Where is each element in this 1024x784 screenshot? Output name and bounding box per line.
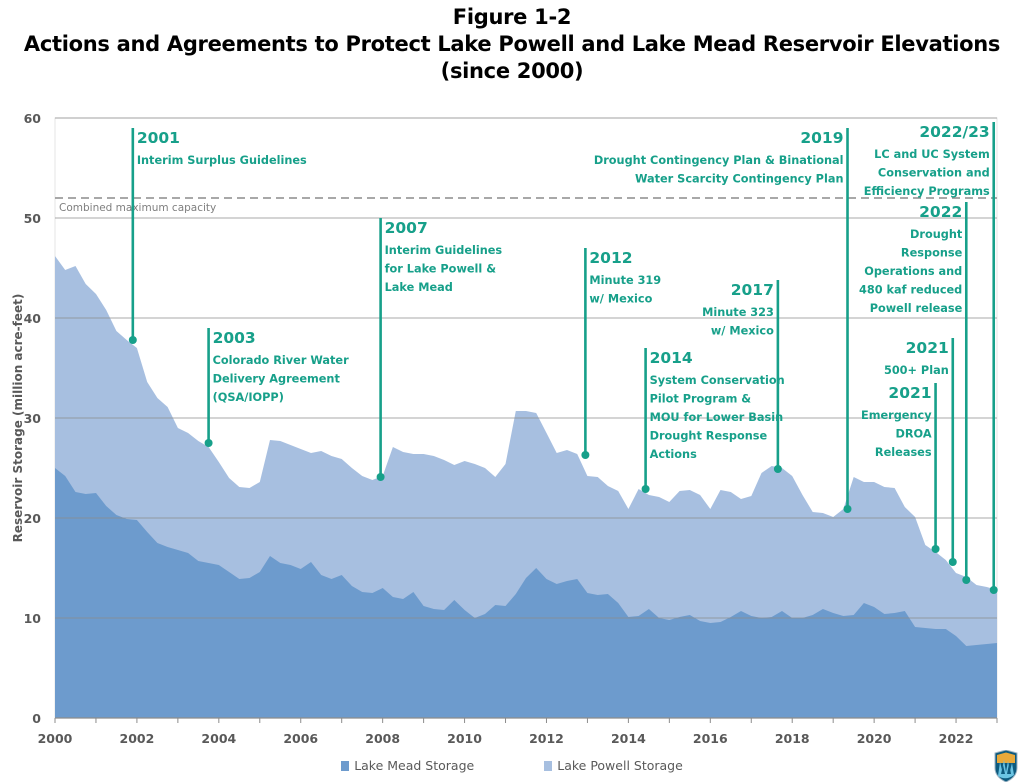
annotation-year: 2012 [589,249,632,267]
annotation-marker [931,545,940,553]
y-tick-label-20: 20 [24,511,42,526]
legend: Lake Mead Storage Lake Powell Storage [0,758,1024,773]
annotation-year: 2021 [888,384,931,402]
chart-title: Actions and Agreements to Protect Lake P… [23,32,1001,56]
x-tick-label-2022: 2022 [939,731,974,746]
x-tick-label-2008: 2008 [365,731,400,746]
y-tick-label-30: 30 [24,411,42,426]
annotation-marker [128,336,137,344]
annotation-text-line: Water Scarcity Contingency Plan [635,173,844,186]
annotation-text-line: Delivery Agreement [213,373,341,386]
annotation-2003-1: 2003 Colorado River Water Delivery Agreeme… [204,328,350,447]
annotation-2017-5: 2017 Minute 323 w/ Mexico [702,280,782,473]
legend-item-lake-powell: Lake Powell Storage [544,758,683,773]
annotation-text-line: w/ Mexico [589,293,652,306]
annotation-year: 2017 [731,281,774,299]
area-lake-mead-storage [55,468,997,718]
x-tick-label-2010: 2010 [447,731,482,746]
annotation-marker [962,576,971,584]
annotation-2001-0: 2001 Interim Surplus Guidelines [128,128,307,344]
annotation-text-line: Releases [875,446,932,459]
annotation-text-line: Conservation and [878,167,990,180]
y-axis-label: Reservoir Storage (million acre-feet) [11,294,25,543]
annotation-text-line: Lake Mead [385,281,453,294]
annotation-text-line: DROA [895,428,931,441]
annotation-text-line: Minute 323 [702,306,774,319]
combined-maximum-capacity-label: Combined maximum capacity [59,202,216,214]
x-tick-label-2016: 2016 [693,731,728,746]
y-tick-label-0: 0 [32,711,41,726]
annotation-text-line: Drought [910,228,963,241]
legend-swatch-lake-powell [544,760,553,771]
annotation-2019-6: 2019 Drought Contingency Plan & Binationa… [594,128,852,513]
legend-swatch-lake-mead [341,760,350,771]
annotation-text-line: Colorado River Water [213,354,350,367]
x-tick-label-2000: 2000 [38,731,73,746]
chart-subtitle: (since 2000) [440,59,584,83]
annotation-text-line: System Conservation [650,374,785,387]
annotation-text-line: (QSA/IOPP) [213,391,284,404]
x-tick-label-2020: 2020 [857,731,892,746]
y-tick-label-50: 50 [24,211,42,226]
y-tick-label-60: 60 [24,111,42,126]
annotation-2022-9: 2022 Drought Response Operations and 480 kaf… [859,202,971,584]
annotation-text-line: Drought Response [650,430,768,443]
annotation-year: 2014 [650,349,693,367]
annotation-text-line: Minute 319 [589,274,661,287]
annotation-2007-2: 2007 Interim Guidelines for Lake Powell & L… [376,218,503,481]
annotation-text-line: for Lake Powell & [385,263,497,276]
annotation-2022-23-10: 2022/23 LC and UC System Conservation and E… [864,122,998,594]
legend-label-lake-powell: Lake Powell Storage [557,758,683,773]
annotation-marker [948,558,957,566]
annotation-text-line: Actions [650,448,698,461]
x-tick-label-2006: 2006 [283,731,318,746]
annotation-marker [204,439,213,447]
annotation-year: 2019 [800,129,843,147]
annotation-text-line: Drought Contingency Plan & Binational [594,154,844,167]
annotation-text-line: Emergency [861,409,932,422]
annotation-year: 2007 [385,219,428,237]
annotation-marker [376,473,385,481]
annotation-2014-4: 2014 System Conservation Pilot Program & MO… [641,348,785,493]
annotation-year: 2021 [906,339,949,357]
annotation-marker [641,485,650,493]
annotation-2021-7: 2021 Emergency DROA Releases [861,383,940,553]
annotation-text-line: 500+ Plan [884,364,949,377]
x-tick-label-2012: 2012 [529,731,564,746]
annotation-text-line: Efficiency Programs [864,185,990,198]
annotation-text-line: 480 kaf reduced [859,284,962,297]
annotation-2012-3: 2012 Minute 319 w/ Mexico [581,248,661,459]
annotation-text-line: Operations and [864,265,962,278]
annotation-text-line: MOU for Lower Basin [650,411,784,424]
figure-number: Figure 1-2 [452,5,572,29]
annotation-text-line: LC and UC System [874,148,990,161]
annotation-marker [989,586,998,594]
x-tick-label-2018: 2018 [775,731,810,746]
annotation-marker [843,505,852,513]
annotation-year: 2001 [137,129,180,147]
x-tick-label-2002: 2002 [120,731,155,746]
annotation-text-line: Interim Surplus Guidelines [137,154,307,167]
annotation-year: 2022 [919,203,962,221]
bureau-of-reclamation-shield-icon [994,750,1018,782]
annotation-marker [581,451,590,459]
legend-item-lake-mead: Lake Mead Storage [341,758,474,773]
legend-label-lake-mead: Lake Mead Storage [354,758,475,773]
annotation-text-line: Response [901,247,963,260]
annotation-text-line: Powell release [870,302,963,315]
annotation-text-line: w/ Mexico [711,325,774,338]
annotation-year: 2022/23 [919,123,989,141]
x-tick-label-2014: 2014 [611,731,646,746]
annotation-text-line: Pilot Program & [650,393,752,406]
annotation-marker [773,465,782,473]
annotation-text-line: Interim Guidelines [385,244,503,257]
annotation-year: 2003 [213,329,256,347]
y-tick-label-40: 40 [24,311,42,326]
x-tick-label-2004: 2004 [201,731,236,746]
annotation-2021-8: 2021 500+ Plan [884,338,957,566]
y-tick-label-10: 10 [24,611,42,626]
